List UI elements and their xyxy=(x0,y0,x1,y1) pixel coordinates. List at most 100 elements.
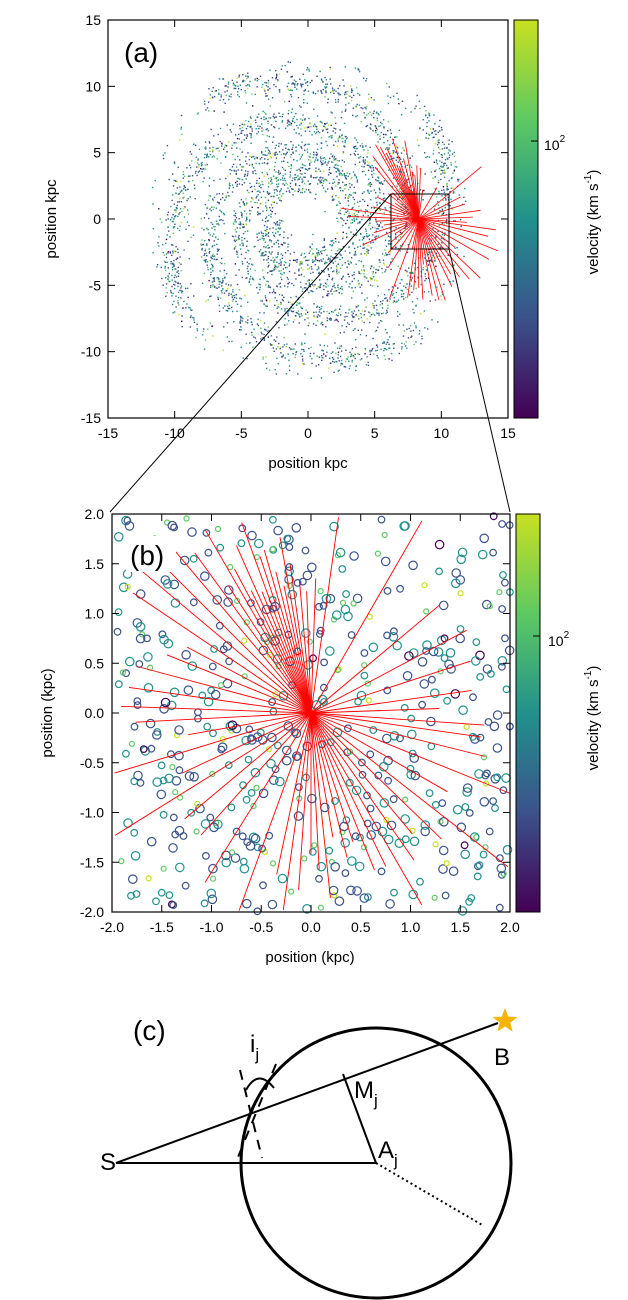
panel-a-point xyxy=(392,343,394,345)
panel-a-point xyxy=(272,175,275,177)
panel-a-point xyxy=(254,337,257,339)
panel-a-point xyxy=(395,291,398,294)
panel-a-point xyxy=(229,129,231,131)
panel-a-point xyxy=(181,210,183,212)
panel-a-point xyxy=(342,276,344,278)
panel-a-point xyxy=(411,291,413,293)
panel-a-point xyxy=(221,196,224,199)
panel-a-point xyxy=(372,313,374,315)
panel-a-point xyxy=(355,115,357,118)
panel-a-point xyxy=(304,172,306,175)
panel-a-point xyxy=(265,202,267,204)
panel-a-point xyxy=(346,90,349,93)
panel-b-point xyxy=(306,638,313,645)
panel-a-point xyxy=(244,119,247,122)
panel-a-sightline xyxy=(404,140,420,220)
panel-b-point xyxy=(435,567,444,576)
panel-a-point xyxy=(458,194,460,196)
panel-a-point xyxy=(213,244,216,247)
panel-a-point xyxy=(240,298,243,300)
panel-a-point xyxy=(374,300,376,302)
panel-a-point xyxy=(243,124,245,126)
panel-a-point xyxy=(330,137,332,139)
panel-a-point xyxy=(262,190,265,193)
panel-a-point xyxy=(268,330,270,332)
panel-a-point xyxy=(213,286,216,288)
panel-a-point xyxy=(275,228,277,230)
panel-a-point xyxy=(400,233,402,236)
panel-a-point xyxy=(377,141,379,143)
panel-a-point xyxy=(283,242,285,244)
panel-a-x-ticks: -15 -10 -5 0 5 10 15 xyxy=(98,20,516,441)
panel-a-sightline xyxy=(386,147,420,220)
panel-a-point xyxy=(295,80,297,83)
panel-a-point xyxy=(252,170,254,173)
panel-a-point xyxy=(337,164,339,167)
panel-a-point xyxy=(378,224,380,226)
panel-a-point xyxy=(345,178,347,180)
panel-a-point xyxy=(353,271,355,273)
panel-a-point xyxy=(201,227,203,229)
panel-a-point xyxy=(329,157,331,160)
panel-a-point xyxy=(425,252,428,254)
panel-a-point xyxy=(413,322,416,324)
panel-a-point xyxy=(171,221,174,223)
panel-a-sightline xyxy=(407,218,420,298)
panel-a-point xyxy=(443,191,446,193)
panel-a-point xyxy=(171,199,173,202)
panel-a-point xyxy=(197,112,199,114)
panel-b-xlabel: position (kpc) xyxy=(265,949,354,966)
panel-a-point xyxy=(267,186,270,188)
panel-a-point xyxy=(282,354,284,356)
panel-a-point xyxy=(317,183,319,185)
panel-a-point xyxy=(333,181,336,183)
panel-a-point xyxy=(370,96,373,99)
panel-a-point xyxy=(391,359,393,362)
panel-a-point xyxy=(178,272,180,275)
panel-a-point xyxy=(368,224,370,226)
panel-a-point xyxy=(265,299,268,301)
panel-a-point xyxy=(345,211,347,213)
panel-a-point xyxy=(295,315,297,317)
panel-a-point xyxy=(342,151,345,153)
panel-a-point xyxy=(277,303,280,305)
panel-a-point xyxy=(344,110,347,112)
panel-a-point xyxy=(346,236,348,238)
panel-b-point xyxy=(206,813,215,822)
panel-a-point xyxy=(288,310,290,312)
panel-a-point xyxy=(266,330,269,333)
panel-a-sightline xyxy=(347,216,419,220)
panel-a-point xyxy=(226,322,229,324)
panel-a-point xyxy=(456,246,458,249)
panel-a-point xyxy=(389,152,391,155)
panel-a-point xyxy=(245,204,248,206)
panel-a-point xyxy=(365,145,367,147)
panel-a-point xyxy=(266,191,269,193)
panel-b-point xyxy=(193,828,200,835)
panel-b-point xyxy=(476,673,485,681)
panel-a-point xyxy=(165,256,168,259)
panel-a-point xyxy=(231,300,234,303)
panel-a-point xyxy=(318,356,321,358)
panel-a-point xyxy=(388,358,390,360)
panel-a-point xyxy=(379,202,381,204)
panel-a-point xyxy=(436,163,439,165)
panel-a-point xyxy=(351,184,353,186)
panel-b-point xyxy=(316,630,324,638)
panel-a-point xyxy=(348,216,351,219)
panel-a-point xyxy=(367,280,369,282)
panel-a-point xyxy=(224,144,226,146)
panel-a-point xyxy=(230,131,232,133)
panel-a-point xyxy=(385,231,388,234)
panel-a-point xyxy=(257,199,260,201)
panel-a-point xyxy=(248,164,251,166)
panel-b-sightline xyxy=(310,712,511,794)
panel-b-point xyxy=(400,521,410,531)
panel-a-point xyxy=(347,175,349,177)
panel-b-point xyxy=(400,704,409,712)
panel-a-point xyxy=(316,143,318,145)
panel-a-point xyxy=(284,267,287,269)
diagram-radius-dotted xyxy=(375,1162,485,1227)
panel-a-point xyxy=(281,294,283,296)
panel-a-point xyxy=(367,178,370,180)
